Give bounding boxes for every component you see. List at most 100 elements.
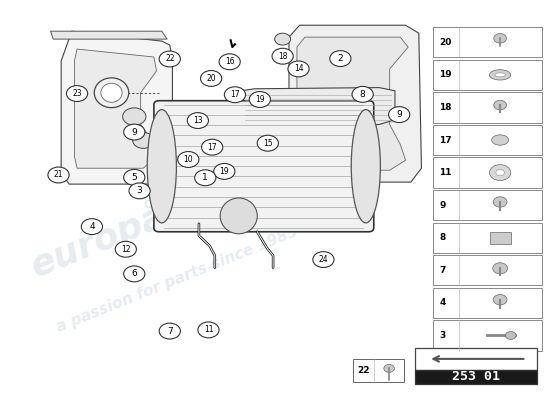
- Bar: [433, 27, 542, 57]
- Bar: [353, 359, 404, 382]
- Text: 19: 19: [439, 70, 452, 79]
- Bar: [433, 190, 542, 220]
- Text: 1: 1: [202, 173, 208, 182]
- Text: 22: 22: [165, 54, 174, 64]
- Text: 19: 19: [219, 167, 229, 176]
- Polygon shape: [241, 88, 395, 124]
- Circle shape: [201, 139, 223, 155]
- Circle shape: [389, 107, 410, 122]
- Ellipse shape: [94, 78, 129, 108]
- Ellipse shape: [490, 70, 511, 80]
- Circle shape: [313, 252, 334, 268]
- Polygon shape: [51, 31, 167, 39]
- Text: 9: 9: [439, 201, 446, 210]
- Text: 23: 23: [72, 89, 82, 98]
- Circle shape: [115, 241, 136, 257]
- Circle shape: [219, 54, 240, 70]
- Circle shape: [493, 197, 507, 207]
- Ellipse shape: [495, 73, 505, 77]
- Bar: [490, 232, 511, 244]
- Text: 9: 9: [131, 128, 137, 136]
- Circle shape: [493, 263, 508, 274]
- Text: 3: 3: [137, 186, 142, 195]
- Text: 16: 16: [225, 57, 234, 66]
- Polygon shape: [74, 49, 157, 168]
- Text: 17: 17: [207, 143, 217, 152]
- Circle shape: [272, 48, 293, 64]
- Text: 4: 4: [89, 222, 95, 231]
- Text: a passion for parts since 1985: a passion for parts since 1985: [55, 224, 301, 335]
- Circle shape: [274, 33, 290, 45]
- Text: 253 01: 253 01: [452, 370, 500, 383]
- Circle shape: [124, 124, 145, 140]
- Text: 10: 10: [184, 155, 193, 164]
- Ellipse shape: [101, 83, 122, 102]
- Polygon shape: [61, 31, 173, 184]
- Circle shape: [505, 332, 516, 340]
- Circle shape: [496, 170, 504, 176]
- Circle shape: [129, 183, 150, 199]
- Circle shape: [195, 170, 216, 186]
- Circle shape: [123, 108, 146, 125]
- Circle shape: [493, 294, 507, 305]
- Polygon shape: [289, 25, 421, 182]
- Text: 7: 7: [167, 326, 173, 336]
- Text: 15: 15: [263, 139, 273, 148]
- Text: europårtes: europårtes: [24, 164, 246, 284]
- Bar: [433, 223, 542, 253]
- Bar: [433, 320, 542, 350]
- Bar: [415, 370, 537, 384]
- Text: 21: 21: [54, 170, 63, 180]
- Circle shape: [224, 87, 245, 103]
- Bar: [415, 348, 537, 370]
- Polygon shape: [297, 37, 408, 170]
- Text: 2: 2: [338, 54, 343, 63]
- Ellipse shape: [492, 135, 509, 145]
- Text: 17: 17: [439, 136, 452, 144]
- Text: 19: 19: [255, 95, 265, 104]
- Text: 7: 7: [439, 266, 446, 275]
- Circle shape: [330, 51, 351, 66]
- Circle shape: [198, 322, 219, 338]
- Bar: [433, 255, 542, 286]
- Circle shape: [124, 170, 145, 185]
- Text: 8: 8: [360, 90, 366, 99]
- Text: 13: 13: [193, 116, 202, 125]
- Bar: [433, 92, 542, 122]
- Circle shape: [494, 34, 507, 43]
- Circle shape: [384, 364, 394, 372]
- Bar: [433, 125, 542, 155]
- Text: 5: 5: [131, 173, 137, 182]
- Circle shape: [201, 70, 222, 86]
- Circle shape: [187, 113, 208, 128]
- Text: 8: 8: [439, 233, 446, 242]
- Text: 18: 18: [278, 52, 288, 61]
- Ellipse shape: [147, 110, 177, 223]
- Circle shape: [352, 86, 373, 102]
- Circle shape: [67, 86, 87, 102]
- Text: 4: 4: [439, 298, 446, 307]
- Text: 3: 3: [439, 331, 446, 340]
- Text: 18: 18: [439, 103, 452, 112]
- Circle shape: [490, 165, 511, 180]
- Circle shape: [81, 219, 102, 234]
- Circle shape: [214, 164, 235, 179]
- Circle shape: [48, 167, 69, 183]
- Circle shape: [178, 152, 199, 168]
- Text: 11: 11: [439, 168, 452, 177]
- Text: 12: 12: [121, 245, 130, 254]
- Circle shape: [124, 266, 145, 282]
- Text: 9: 9: [397, 110, 402, 119]
- FancyBboxPatch shape: [154, 101, 374, 232]
- Text: 22: 22: [357, 366, 369, 375]
- Bar: [433, 158, 542, 188]
- Text: 17: 17: [230, 90, 240, 99]
- Circle shape: [249, 92, 271, 108]
- Bar: [433, 60, 542, 90]
- Circle shape: [133, 132, 154, 148]
- Text: 11: 11: [204, 325, 213, 334]
- Ellipse shape: [351, 110, 381, 223]
- Text: 24: 24: [318, 255, 328, 264]
- Circle shape: [257, 135, 278, 151]
- Circle shape: [159, 51, 180, 67]
